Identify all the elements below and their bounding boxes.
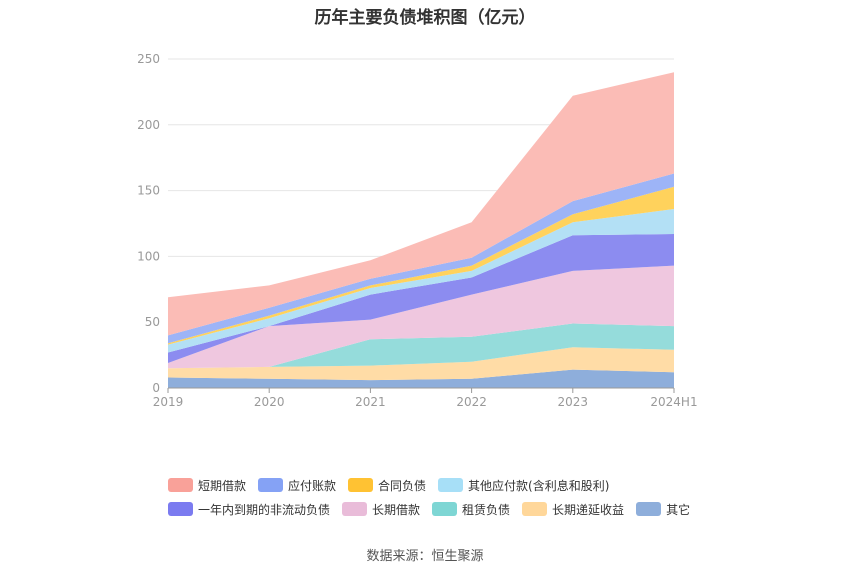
legend-swatch [522,502,548,516]
series-area [168,209,674,353]
chart-legend: 短期借款 应付账款 合同负债 其他应付款(含利息和股利) 一年内到期的非流动负债 长期借… [168,473,728,521]
x-tick-label: 2024H1 [650,395,697,409]
legend-label: 合同负债 [378,478,427,493]
legend-label: 应付账款 [288,478,337,493]
legend-item[interactable]: 长期递延收益 [522,501,624,518]
data-source: 数据来源：恒生聚源 [366,549,484,564]
y-tick-label: 0 [152,381,160,395]
legend-row: 短期借款 应付账款 合同负债 其他应付款(含利息和股利) [168,473,728,497]
legend-item[interactable]: 一年内到期的非流动负债 [168,501,330,518]
x-tick-label: 2020 [254,395,285,409]
y-tick-label: 100 [137,249,160,263]
x-tick-label: 2023 [558,395,589,409]
y-tick-label: 250 [137,52,160,66]
y-tick-label: 50 [145,315,160,329]
legend-swatch [432,502,458,516]
legend-label: 长期借款 [372,502,421,517]
x-tick-label: 2021 [355,395,386,409]
series-area [168,323,674,369]
x-tick-label: 2019 [153,395,184,409]
legend-label: 一年内到期的非流动负债 [198,502,331,517]
legend-swatch [168,502,193,516]
legend-swatch [348,478,374,492]
legend-swatch [342,502,368,516]
legend-item[interactable]: 其它 [636,501,690,518]
series-area [168,234,674,363]
axis-layer: 0 50 100 150 200 250 2019 2020 2021 2022 2023 2024H… [137,52,698,409]
legend-item[interactable]: 租赁负债 [432,501,510,518]
legend-label: 其他应付款(含利息和股利) [468,478,610,493]
legend-item[interactable]: 合同负债 [348,477,426,494]
legend-swatch [438,478,464,492]
legend-swatch [258,478,284,492]
series-area [168,72,674,336]
area-chart: 0 50 100 150 200 250 2019 2020 2021 2022 2023 2024H… [137,52,698,409]
legend-item[interactable]: 应付账款 [258,477,336,494]
series-area [168,186,674,345]
y-tick-label: 150 [137,184,160,198]
chart-title: 历年主要负债堆积图（亿元） [314,8,536,28]
legend-item[interactable]: 短期借款 [168,477,246,494]
x-tick-label: 2022 [456,395,487,409]
area-layer [168,72,674,388]
legend-swatch [168,478,193,492]
series-area [168,347,674,381]
y-tick-label: 200 [137,118,160,132]
legend-label: 租赁负债 [462,502,511,517]
legend-item[interactable]: 其他应付款(含利息和股利) [438,477,609,494]
legend-item[interactable]: 长期借款 [342,501,420,518]
series-area [168,369,674,388]
series-area [168,173,674,344]
legend-row: 一年内到期的非流动负债 长期借款 租赁负债 长期递延收益 其它 [168,497,728,521]
legend-label: 短期借款 [198,478,247,493]
legend-label: 其它 [666,502,691,517]
legend-swatch [636,502,662,516]
legend-label: 长期递延收益 [552,502,625,517]
series-area [168,265,674,369]
